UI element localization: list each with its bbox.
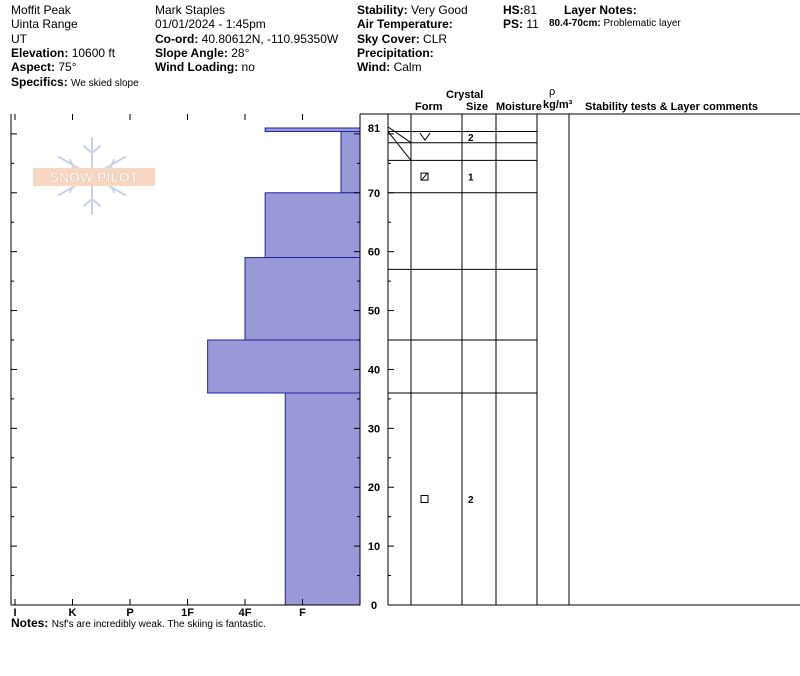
precip-label: Precipitation: bbox=[357, 46, 434, 60]
connector-slant-1 bbox=[387, 126, 412, 144]
notes-label: Notes: bbox=[11, 616, 49, 630]
notes-text: Nsf's are incredibly weak. The skiing is… bbox=[51, 619, 266, 630]
wind-loading: Wind Loading: no bbox=[155, 60, 255, 74]
air-temperature: Air Temperature: bbox=[357, 17, 453, 31]
ps-value: 11 bbox=[526, 17, 539, 31]
slope-value: 28° bbox=[231, 46, 250, 60]
sky-value: CLR bbox=[423, 32, 448, 46]
crystal-header: Crystal bbox=[446, 89, 484, 101]
specifics-value: We skied slope bbox=[71, 78, 139, 89]
wind-loading-value: no bbox=[241, 60, 255, 74]
x-tick-label: F bbox=[299, 607, 306, 619]
aspect-label: Aspect: bbox=[11, 60, 56, 74]
density-rho: ρ bbox=[549, 86, 556, 98]
crystal-size: 2 bbox=[468, 495, 474, 506]
logo-band bbox=[33, 168, 155, 186]
snowpilot-logo: SNOW PILOT bbox=[33, 137, 155, 215]
stability-header: Stability tests & Layer comments bbox=[585, 101, 759, 113]
moisture-header: Moisture bbox=[496, 101, 542, 113]
faceted-rounded-icon-slash bbox=[421, 173, 428, 180]
layer-note-range: 80.4-70cm: bbox=[549, 18, 601, 29]
x-tick-label: I bbox=[13, 607, 16, 619]
logo-text: SNOW PILOT bbox=[50, 169, 139, 185]
notes: Notes: Nsf's are incredibly weak. The sk… bbox=[11, 616, 266, 632]
y-tick-label: 50 bbox=[368, 306, 380, 318]
air-temp-label: Air Temperature: bbox=[357, 17, 453, 31]
faceted-icon bbox=[420, 495, 429, 503]
coordinates: Co-ord: 40.80612N, -110.95350W bbox=[155, 32, 338, 46]
x-tick-label: K bbox=[69, 607, 77, 619]
y-tick-label: 30 bbox=[368, 423, 380, 435]
observer: Mark Staples bbox=[155, 3, 226, 17]
aspect-value: 75° bbox=[58, 60, 77, 74]
wind: Wind: Calm bbox=[357, 60, 422, 74]
y-tick-label: 60 bbox=[368, 247, 380, 259]
hs-value: 81 bbox=[523, 3, 538, 17]
y-tick-label: 70 bbox=[368, 188, 380, 200]
x-tick-label: P bbox=[126, 607, 133, 619]
x-tick-label: 4F bbox=[239, 607, 252, 619]
y-tick-label: 40 bbox=[368, 364, 380, 376]
elevation-label: Elevation: bbox=[11, 46, 69, 60]
sky-cover: Sky Cover: CLR bbox=[357, 32, 447, 46]
hardness-bar-3 bbox=[244, 257, 361, 341]
y-tick-label: 10 bbox=[368, 541, 380, 553]
specifics: Specifics: We skied slope bbox=[11, 75, 139, 91]
connector-slant-2 bbox=[387, 131, 412, 161]
aspect: Aspect: 75° bbox=[11, 60, 77, 74]
layer-note: 80.4-70cm: Problematic layer bbox=[549, 17, 681, 31]
hardness-bar-5 bbox=[284, 392, 361, 606]
state: UT bbox=[11, 32, 27, 46]
crystal-size: 1 bbox=[468, 173, 474, 184]
coord-value: 40.80612N, -110.95350W bbox=[201, 32, 339, 46]
form-header: Form bbox=[415, 101, 443, 113]
elevation-value: 10600 ft bbox=[71, 46, 116, 60]
hardness-bar-4 bbox=[207, 339, 361, 394]
hardness-bar-1 bbox=[340, 131, 361, 194]
x-tick-label: 1F bbox=[181, 607, 194, 619]
elevation: Elevation: 10600 ft bbox=[11, 46, 115, 60]
y-tick-label: 20 bbox=[368, 482, 380, 494]
slope-angle: Slope Angle: 28° bbox=[155, 46, 249, 60]
range: Uinta Range bbox=[11, 17, 78, 31]
wind-label: Wind: bbox=[357, 60, 391, 74]
layer-note-text: Problematic layer bbox=[603, 18, 681, 29]
size-header: Size bbox=[466, 101, 489, 113]
hardness-bar-2 bbox=[264, 192, 361, 259]
stability-value: Very Good bbox=[411, 3, 468, 17]
location: Moffit Peak bbox=[11, 3, 71, 17]
stability: Stability: Very Good bbox=[357, 3, 468, 17]
coord-label: Co-ord: bbox=[155, 32, 199, 46]
y-tick-label: 81 bbox=[368, 123, 380, 135]
hardness-bar-0 bbox=[264, 127, 361, 133]
slope-label: Slope Angle: bbox=[155, 46, 228, 60]
stability-label: Stability: bbox=[357, 3, 408, 17]
datetime: 01/01/2024 - 1:45pm bbox=[155, 17, 266, 31]
hs-label: HS: bbox=[503, 3, 524, 17]
faceted-rounded-icon bbox=[420, 172, 429, 181]
hs: HS:81 bbox=[503, 3, 537, 17]
crystal-size: 2 bbox=[468, 133, 474, 144]
ps: PS: 11 bbox=[503, 17, 539, 31]
ps-label: PS: bbox=[503, 17, 524, 31]
density-unit: kg/m³ bbox=[543, 99, 573, 111]
layer-notes-label: Layer Notes: bbox=[564, 3, 637, 17]
precipitation-particle-icon bbox=[419, 132, 431, 141]
wind-loading-label: Wind Loading: bbox=[155, 60, 239, 74]
sky-label: Sky Cover: bbox=[357, 32, 420, 46]
specifics-label: Specifics: bbox=[11, 75, 68, 89]
wind-value: Calm bbox=[393, 60, 422, 74]
precipitation: Precipitation: bbox=[357, 46, 434, 60]
y-tick-label: 0 bbox=[371, 600, 377, 612]
